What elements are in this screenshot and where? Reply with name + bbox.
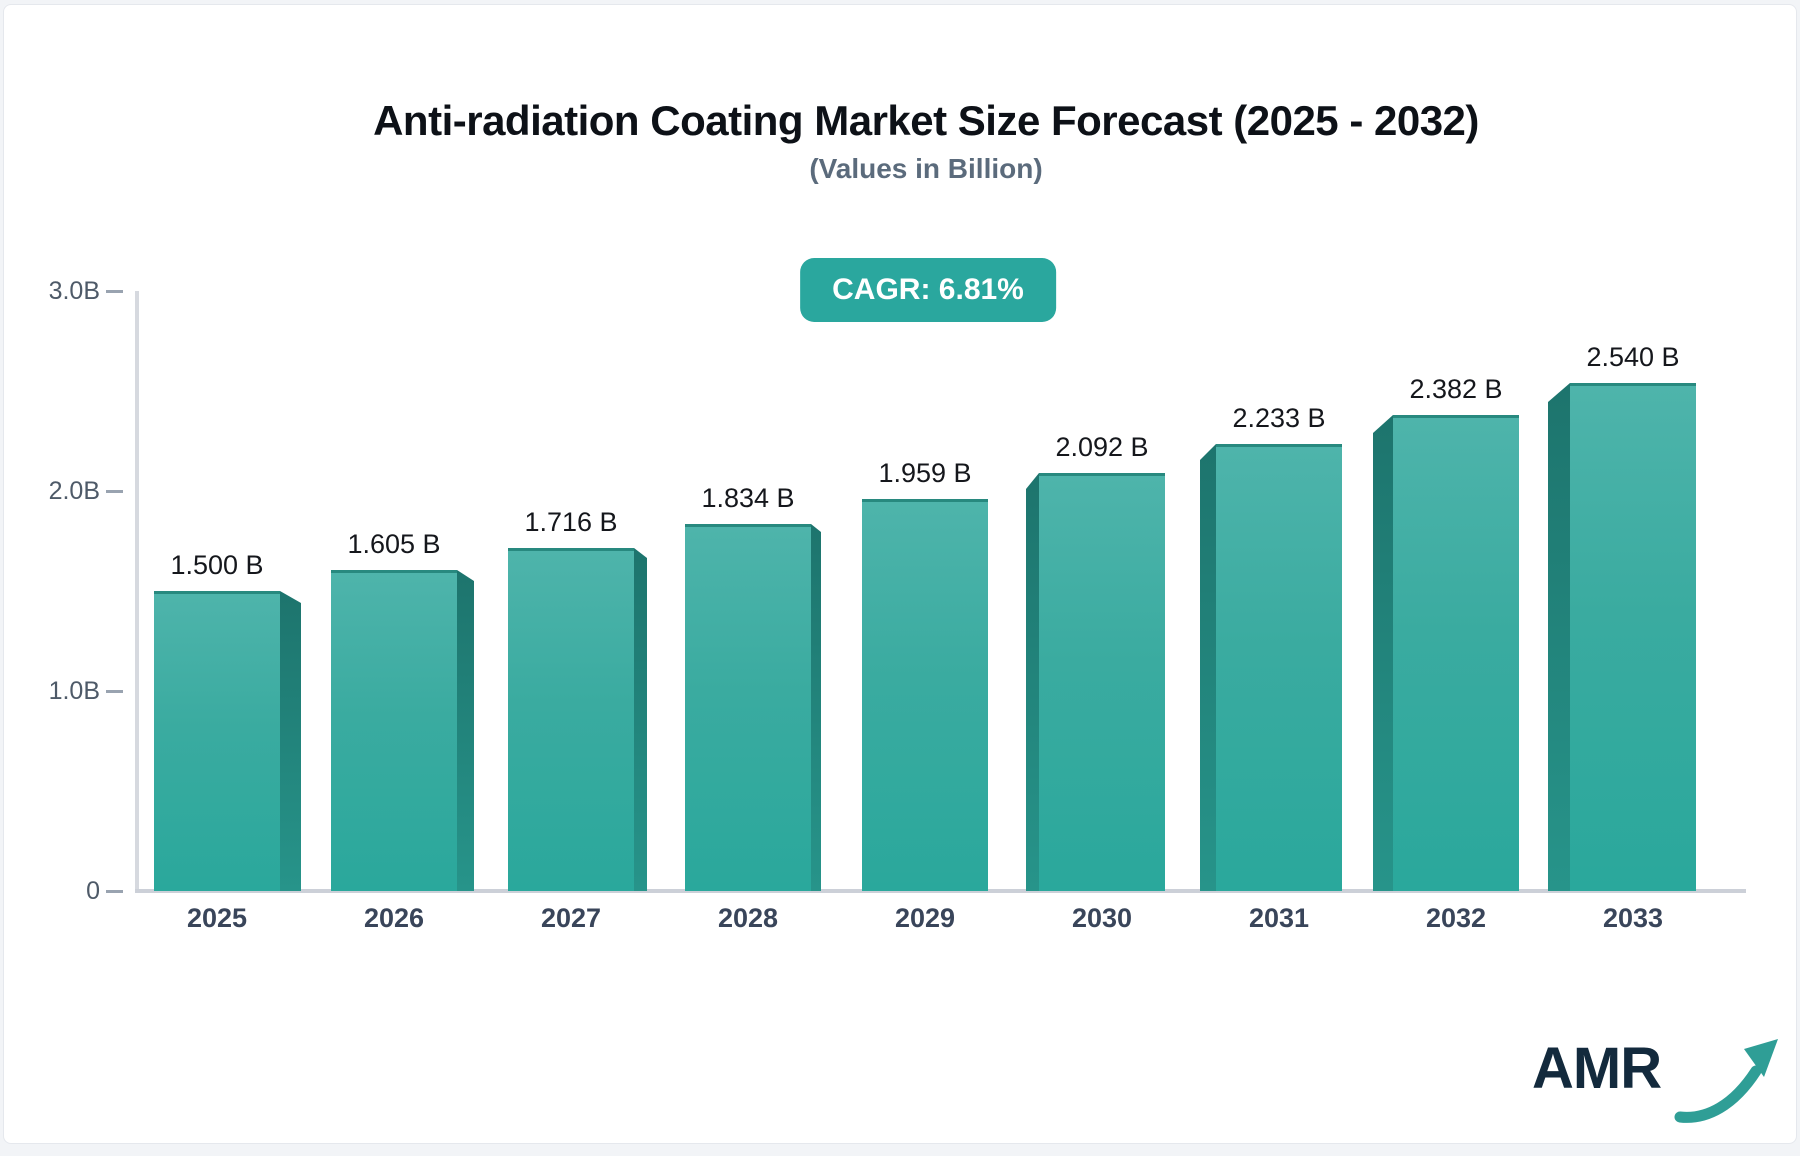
growth-arrow-icon	[1674, 1039, 1778, 1123]
bar-chart-plot: 3.0B 2.0B 1.0B 0 1.500 B 1.605 B 1.716 B 1.834…	[4, 5, 1796, 1143]
y-tick-mark	[106, 490, 123, 493]
bar-value-label: 2.233 B	[1232, 403, 1326, 433]
y-tick-mark	[106, 890, 123, 893]
bar	[862, 499, 988, 891]
bar-value-label: 1.500 B	[170, 550, 264, 580]
x-axis-label: 2030	[1071, 903, 1133, 933]
bar-side-face	[1373, 415, 1393, 891]
x-axis-label: 2028	[717, 903, 779, 933]
bar-side-face	[1548, 383, 1570, 891]
x-axis-label: 2026	[363, 903, 425, 933]
bar	[1216, 444, 1342, 891]
bar-value-label: 1.716 B	[524, 507, 618, 537]
x-axis-label: 2029	[894, 903, 956, 933]
bar-side-face	[634, 548, 647, 891]
bar-value-label: 1.605 B	[347, 529, 441, 559]
bar	[1039, 473, 1165, 891]
y-axis-line	[135, 291, 139, 891]
bar-side-face	[1200, 444, 1216, 891]
bar-value-label: 1.834 B	[701, 483, 795, 513]
chart-title: Anti-radiation Coating Market Size Forec…	[373, 97, 1479, 144]
bar-side-face	[457, 570, 474, 891]
x-axis-label: 2025	[186, 903, 248, 933]
x-axis-label: 2033	[1602, 903, 1664, 933]
bar	[685, 524, 811, 891]
y-tick-label: 2.0B	[48, 477, 100, 505]
y-tick-label: 1.0B	[48, 677, 100, 705]
chart-subtitle: (Values in Billion)	[809, 153, 1043, 184]
bar-value-label: 2.540 B	[1586, 342, 1680, 372]
bar	[508, 548, 634, 891]
bar	[154, 591, 280, 891]
x-axis-line	[135, 889, 1746, 893]
bar	[1570, 383, 1696, 891]
chart-card: Anti-radiation Coating Market Size Forec…	[3, 4, 1797, 1144]
bar-value-label: 1.959 B	[878, 458, 972, 488]
y-tick-label: 0	[86, 877, 100, 905]
amr-logo: AMR	[1532, 1027, 1778, 1127]
x-axis-label: 2031	[1248, 903, 1310, 933]
x-axis-label: 2027	[540, 903, 602, 933]
cagr-badge: CAGR: 6.81%	[800, 258, 1056, 322]
bar-side-face	[811, 524, 821, 891]
y-tick-mark	[106, 290, 123, 293]
bar-value-label: 2.382 B	[1409, 374, 1503, 404]
bar-side-face	[280, 591, 301, 891]
bar	[331, 570, 457, 891]
bar	[1393, 415, 1519, 891]
bar-value-label: 2.092 B	[1055, 432, 1149, 462]
bar-side-face	[1026, 473, 1039, 891]
y-tick-label: 3.0B	[48, 277, 100, 305]
x-axis-label: 2032	[1425, 903, 1487, 933]
y-tick-mark	[106, 690, 123, 693]
amr-logo-text: AMR	[1532, 1036, 1662, 1101]
